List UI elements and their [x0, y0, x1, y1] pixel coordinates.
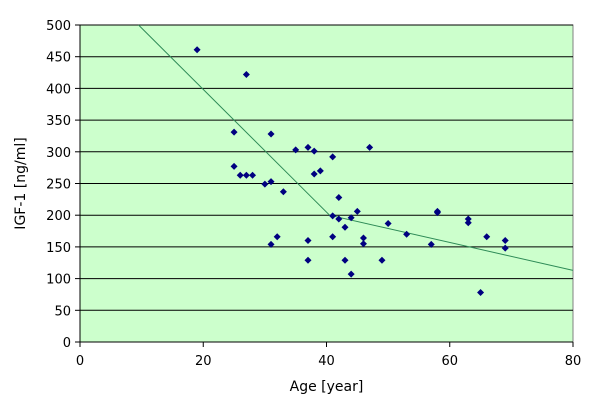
data-point [359, 240, 367, 248]
data-point [242, 171, 250, 179]
x-tick-label: 60 [441, 354, 458, 369]
data-point [341, 223, 349, 231]
data-point [366, 143, 374, 151]
data-point [193, 46, 201, 54]
data-point [304, 237, 312, 245]
tick-labels: 0 50 100 150 200 250 300 350 400 450 500 0 20 40 60 80 [46, 19, 581, 369]
data-point [477, 289, 485, 297]
data-point [249, 171, 257, 179]
data-point [329, 233, 337, 241]
y-tick-label: 200 [46, 209, 71, 224]
data-point [433, 209, 441, 217]
y-tick-label: 300 [46, 146, 71, 161]
y-tick-label: 400 [46, 82, 71, 97]
data-point [353, 207, 361, 215]
y-tick-label: 0 [63, 336, 71, 351]
data-point [304, 143, 312, 151]
data-point [359, 234, 367, 242]
data-point [347, 214, 355, 222]
data-point [427, 240, 435, 248]
data-point [378, 256, 386, 264]
data-point [236, 171, 244, 179]
x-tick-label: 20 [195, 354, 212, 369]
data-point [316, 167, 324, 175]
data-point [384, 219, 392, 227]
x-tick-label: 0 [76, 354, 84, 369]
data-point [310, 147, 318, 155]
data-point [292, 146, 300, 154]
y-tick-label: 100 [46, 273, 71, 288]
x-axis-title: Age [year] [290, 379, 364, 395]
y-tick-label: 150 [46, 241, 71, 256]
y-tick-label: 250 [46, 178, 71, 193]
data-point [304, 256, 312, 264]
data-point [230, 162, 238, 170]
data-point [267, 178, 275, 186]
data-point [347, 270, 355, 278]
x-tick-label: 80 [565, 354, 582, 369]
data-points [193, 46, 509, 297]
data-point [464, 215, 472, 223]
data-point [335, 193, 343, 201]
x-tick-label: 40 [318, 354, 335, 369]
data-point [242, 70, 250, 78]
gridlines [80, 24, 573, 311]
data-point [501, 244, 509, 252]
data-point [483, 233, 491, 241]
y-tick-label: 450 [46, 51, 71, 66]
trendline [138, 24, 574, 271]
data-point [279, 188, 287, 196]
data-point [341, 256, 349, 264]
y-tick-label: 350 [46, 114, 71, 129]
y-axis-title: IGF-1 [ng/ml] [13, 137, 29, 229]
data-point [273, 233, 281, 241]
data-point [329, 153, 337, 161]
data-point [403, 230, 411, 238]
y-tick-label: 50 [54, 304, 71, 319]
data-point [329, 212, 337, 220]
data-point [464, 219, 472, 227]
data-point [267, 130, 275, 138]
data-point [261, 180, 269, 188]
axes [75, 24, 574, 347]
y-tick-label: 500 [46, 19, 71, 34]
data-point [230, 128, 238, 136]
data-point [335, 215, 343, 223]
data-point [501, 237, 509, 245]
data-point [267, 240, 275, 248]
data-point [310, 170, 318, 178]
